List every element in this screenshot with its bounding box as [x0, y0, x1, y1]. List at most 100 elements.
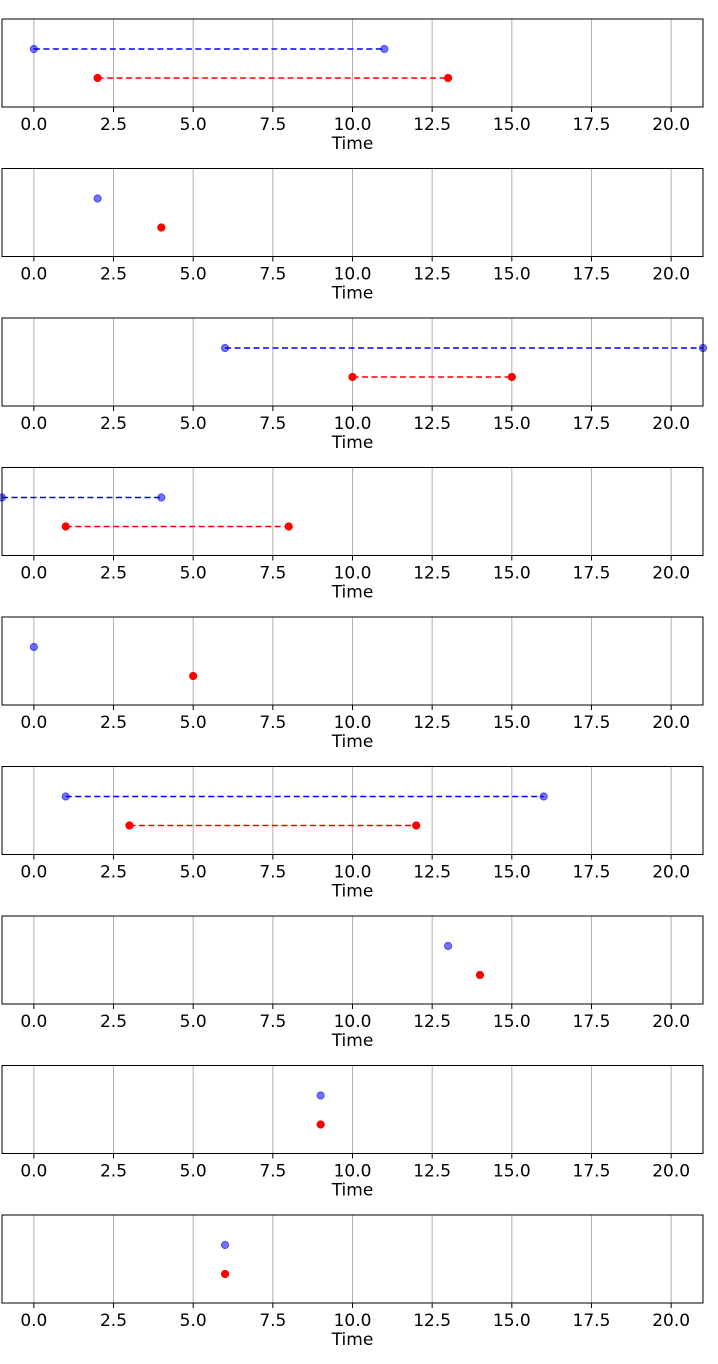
x-axis-label: Time — [331, 882, 374, 902]
x-tick-label: 15.0 — [493, 1311, 531, 1331]
x-tick-label: 5.0 — [180, 115, 207, 135]
data-point — [539, 792, 548, 801]
x-tick-label: 5.0 — [180, 1162, 207, 1182]
x-tick-label: 7.5 — [259, 265, 286, 285]
x-tick-label: 0.0 — [20, 1162, 47, 1182]
x-tick-label: 15.0 — [493, 863, 531, 883]
chart-panel-4: 0.0 2.5 5.0 7.5 10.0 12.5 15.0 17.5 20.0 Time — [0, 467, 704, 603]
x-tick-label: 15.0 — [493, 1012, 531, 1032]
data-point — [443, 73, 453, 83]
data-point — [125, 821, 134, 830]
x-tick-label: 5.0 — [180, 713, 207, 733]
x-tick-label: 2.5 — [100, 265, 127, 285]
x-tick-label: 7.5 — [259, 1012, 286, 1032]
x-tick-label: 12.5 — [413, 265, 451, 285]
chart-panel-1: 0.0 2.5 5.0 7.5 10.0 12.5 15.0 17.5 20.0 Time — [1, 18, 704, 154]
x-tick-label: 20.0 — [652, 1311, 690, 1331]
x-tick-label: 2.5 — [100, 713, 127, 733]
x-tick-label: 15.0 — [493, 414, 531, 434]
data-point — [507, 372, 516, 382]
x-tick-label: 20.0 — [652, 863, 690, 883]
chart-panel-2: 0.0 2.5 5.0 7.5 10.0 12.5 15.0 17.5 20.0 Time — [1, 168, 704, 304]
x-axis-label: Time — [331, 1181, 374, 1201]
x-tick-label: 10.0 — [334, 1012, 372, 1032]
data-point — [157, 223, 166, 232]
x-tick-label: 12.5 — [413, 564, 451, 584]
x-tick-label: 0.0 — [20, 414, 47, 434]
x-tick-label: 0.0 — [20, 1012, 47, 1032]
x-tick-label: 5.0 — [180, 265, 207, 285]
x-tick-label: 17.5 — [573, 1162, 611, 1182]
x-axis-label: Time — [331, 433, 374, 453]
x-tick-label: 15.0 — [493, 564, 531, 584]
x-tick-label: 15.0 — [493, 713, 531, 733]
x-tick-label: 17.5 — [573, 115, 611, 135]
x-tick-label: 17.5 — [573, 564, 611, 584]
x-tick-label: 5.0 — [180, 414, 207, 434]
x-tick-label: 5.0 — [180, 1311, 207, 1331]
x-tick-label: 7.5 — [259, 1162, 286, 1182]
x-axis-label: Time — [331, 1330, 374, 1350]
x-axis-label: Time — [331, 284, 374, 304]
data-point — [412, 821, 421, 830]
x-tick-label: 12.5 — [413, 115, 451, 135]
x-tick-label: 10.0 — [334, 713, 372, 733]
chart-panel-7: 0.0 2.5 5.0 7.5 10.0 12.5 15.0 17.5 20.0 Time — [1, 915, 704, 1051]
x-tick-label: 7.5 — [259, 115, 286, 135]
x-tick-label: 2.5 — [100, 1162, 127, 1182]
data-point — [380, 44, 389, 54]
x-tick-label: 15.0 — [493, 265, 531, 285]
x-tick-label: 15.0 — [493, 115, 531, 135]
x-tick-label: 10.0 — [334, 115, 372, 135]
x-axis-label: Time — [331, 1031, 374, 1051]
x-tick-label: 20.0 — [652, 115, 690, 135]
data-point — [220, 1269, 230, 1279]
data-point — [220, 1240, 230, 1250]
data-point — [61, 522, 70, 531]
x-tick-label: 0.0 — [20, 863, 47, 883]
x-tick-label: 20.0 — [652, 1162, 690, 1182]
data-point — [220, 343, 230, 353]
x-tick-label: 7.5 — [259, 713, 286, 733]
chart-panel-8: 0.0 2.5 5.0 7.5 10.0 12.5 15.0 17.5 20.0 Time — [1, 1065, 704, 1201]
x-tick-label: 15.0 — [493, 1162, 531, 1182]
x-tick-label: 7.5 — [259, 564, 286, 584]
x-tick-label: 10.0 — [334, 1162, 372, 1182]
x-tick-label: 2.5 — [100, 115, 127, 135]
x-tick-label: 12.5 — [413, 1311, 451, 1331]
x-tick-label: 5.0 — [180, 1012, 207, 1032]
data-point — [93, 194, 102, 203]
x-tick-label: 5.0 — [180, 863, 207, 883]
x-tick-label: 17.5 — [573, 713, 611, 733]
data-point — [93, 73, 102, 83]
x-tick-label: 7.5 — [259, 414, 286, 434]
x-tick-label: 17.5 — [573, 265, 611, 285]
x-tick-label: 10.0 — [334, 1311, 372, 1331]
x-tick-label: 12.5 — [413, 863, 451, 883]
x-axis-label: Time — [331, 583, 374, 603]
x-tick-label: 10.0 — [334, 414, 372, 434]
data-point — [284, 522, 293, 531]
chart-panel-6: 0.0 2.5 5.0 7.5 10.0 12.5 15.0 17.5 20.0 Time — [1, 766, 704, 902]
x-tick-label: 17.5 — [573, 414, 611, 434]
x-tick-label: 5.0 — [180, 564, 207, 584]
x-tick-label: 10.0 — [334, 863, 372, 883]
x-tick-label: 20.0 — [652, 414, 690, 434]
x-tick-label: 0.0 — [20, 564, 47, 584]
data-point — [348, 372, 357, 382]
x-axis-label: Time — [331, 732, 374, 752]
x-tick-label: 20.0 — [652, 1012, 690, 1032]
x-tick-label: 2.5 — [100, 1012, 127, 1032]
x-tick-label: 10.0 — [334, 265, 372, 285]
x-tick-label: 2.5 — [100, 414, 127, 434]
x-axis-label: Time — [331, 134, 374, 154]
x-tick-label: 2.5 — [100, 863, 127, 883]
x-tick-label: 17.5 — [573, 1311, 611, 1331]
data-point — [316, 1091, 325, 1100]
x-tick-label: 12.5 — [413, 1162, 451, 1182]
x-tick-label: 10.0 — [334, 564, 372, 584]
data-point — [443, 941, 453, 951]
x-tick-label: 0.0 — [20, 115, 47, 135]
data-point — [61, 792, 70, 801]
x-tick-label: 0.0 — [20, 1311, 47, 1331]
